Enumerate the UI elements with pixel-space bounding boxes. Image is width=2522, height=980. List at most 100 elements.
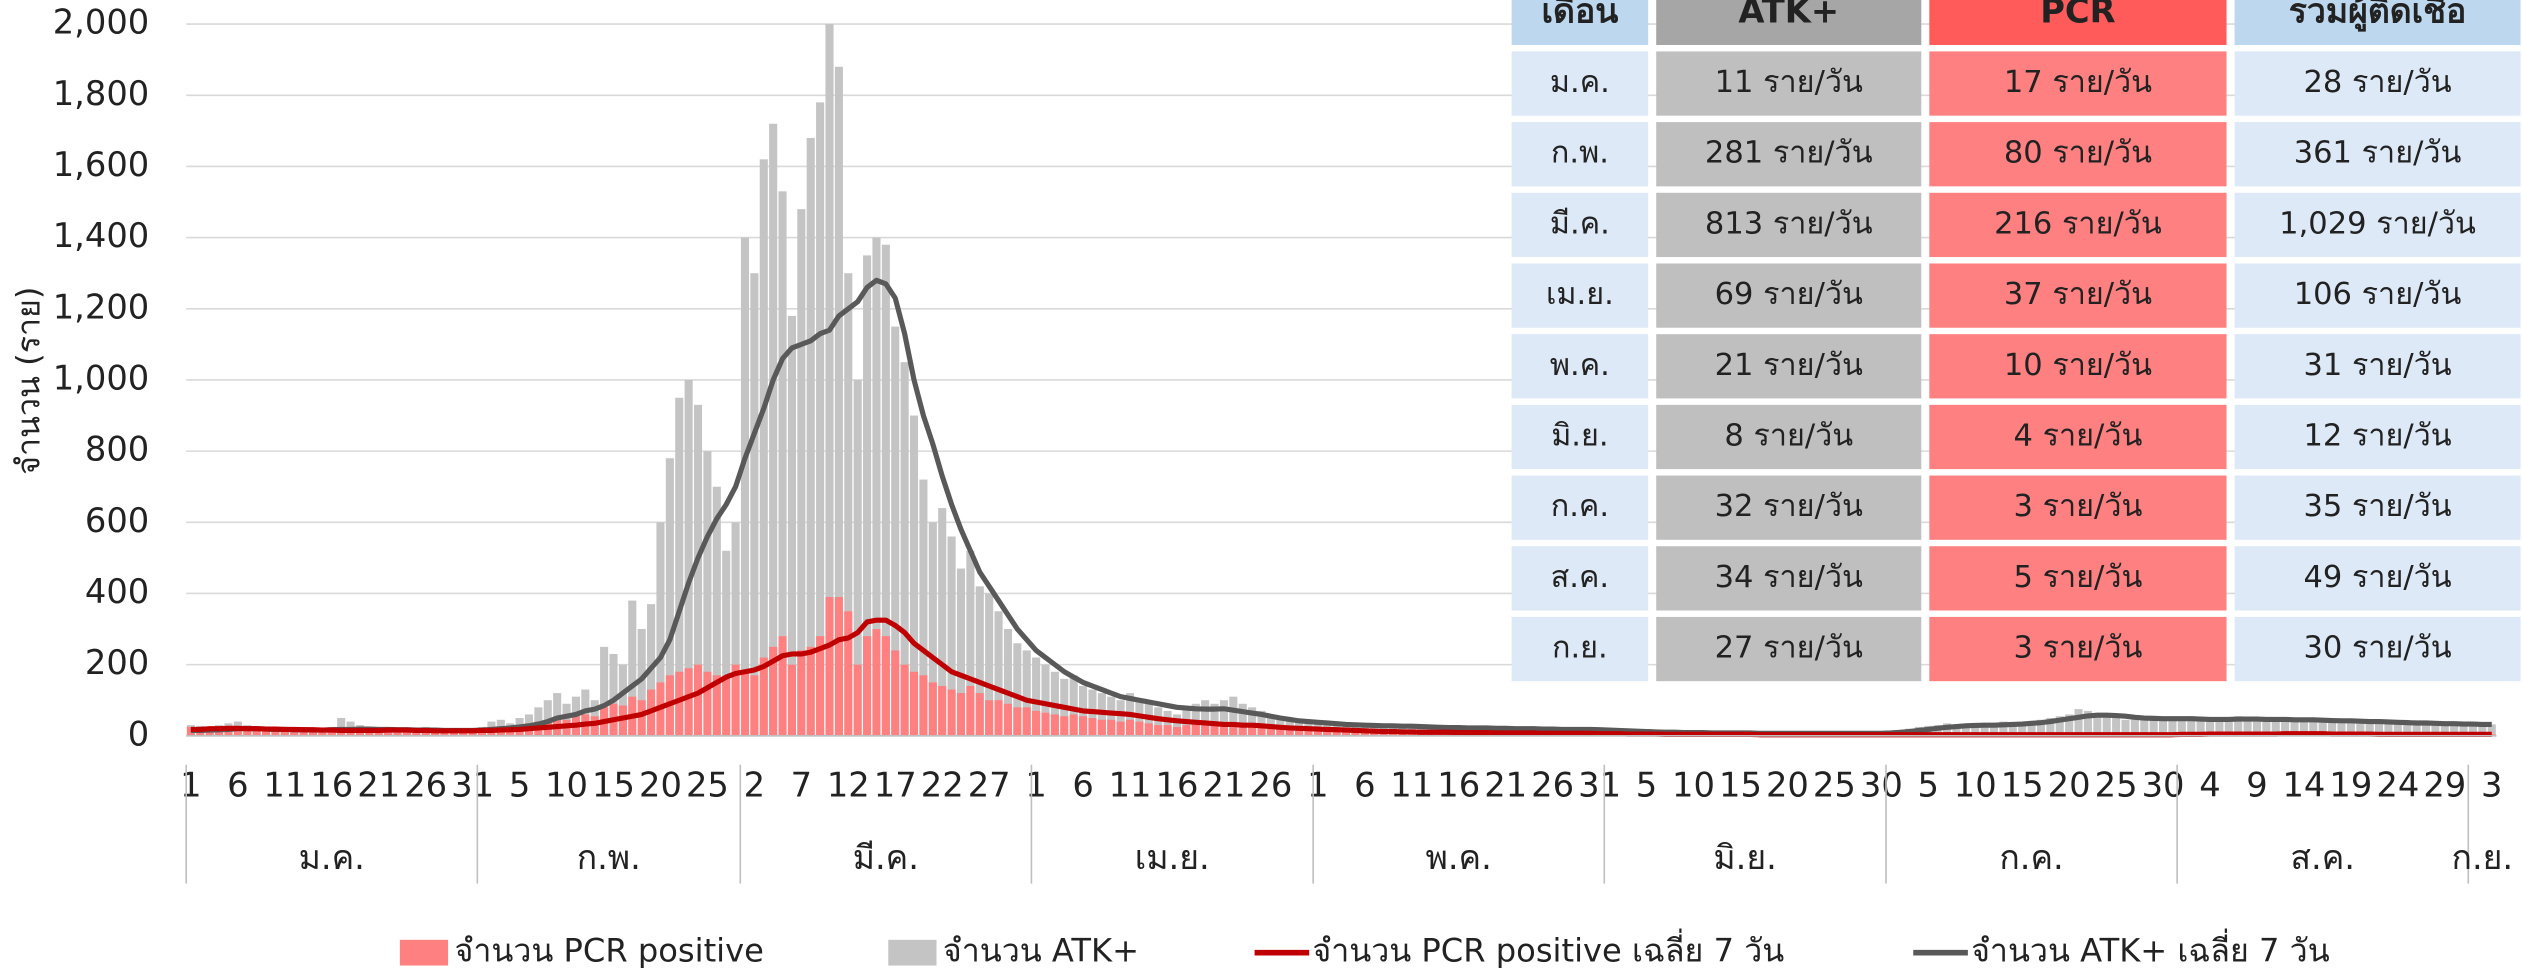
bar [402, 730, 411, 736]
table-header-cell [1929, 0, 2227, 45]
x-tick-label: 16 [310, 766, 353, 805]
bar [2046, 718, 2055, 736]
legend-swatch [888, 939, 937, 966]
bar [2130, 718, 2139, 736]
x-tick-label: 10 [1672, 766, 1715, 805]
x-tick-label: 31 [1578, 766, 1621, 805]
x-tick-label: 2 [744, 766, 765, 805]
bar [553, 693, 562, 736]
table-cell [1656, 122, 1922, 187]
bar [863, 255, 872, 736]
x-tick-label: 9 [2246, 766, 2267, 805]
bar [2346, 721, 2355, 736]
bar [2234, 716, 2243, 736]
bar [2074, 709, 2083, 736]
bar [919, 479, 928, 736]
bar [2487, 724, 2496, 736]
bar [778, 636, 787, 736]
bar [2365, 721, 2374, 736]
bar [844, 273, 853, 736]
bar [956, 568, 966, 736]
x-tick-label: 1 [1025, 766, 1046, 805]
bar [1107, 719, 1116, 736]
bar [1013, 643, 1022, 736]
month-label: ก.ย. [2452, 838, 2514, 877]
bar [271, 730, 280, 736]
bar [215, 729, 224, 736]
bar [703, 671, 712, 736]
legend-label: จำนวน ATK+ เฉลี่ย 7 วัน [1971, 929, 2330, 970]
bar [280, 728, 289, 736]
bar [233, 726, 242, 736]
bar [872, 237, 881, 736]
x-tick-label: 1 [1307, 766, 1328, 805]
bar [2309, 718, 2318, 736]
table-cell [1929, 122, 2227, 187]
bar [1154, 707, 1163, 736]
table-header-cell [2234, 0, 2521, 45]
x-tick-label: 5 [1636, 766, 1657, 805]
bar [1266, 727, 1275, 736]
table-cell [1929, 192, 2227, 258]
bar [759, 159, 768, 736]
x-tick-label: 6 [1354, 766, 1375, 805]
x-tick-label: 16 [1437, 766, 1480, 805]
table-cell-text: 32 ราย/วัน [1715, 489, 1863, 524]
bar [327, 730, 336, 736]
bar [1069, 714, 1078, 736]
bar [1248, 707, 1257, 736]
bar [947, 689, 956, 736]
bar [994, 611, 1003, 736]
table-cell-text: 11 ราย/วัน [1715, 65, 1863, 100]
bar [2093, 714, 2102, 736]
bar [1144, 723, 1153, 736]
bar [1219, 700, 1228, 736]
table-cell [1656, 263, 1922, 328]
bar [1069, 675, 1078, 736]
table-cell [1929, 546, 2227, 611]
bar [1229, 723, 1238, 736]
table-cell-text: 216 ราย/วัน [1994, 206, 2162, 241]
x-tick-label: 29 [2423, 766, 2466, 805]
bar [797, 209, 806, 736]
x-tick-label: 6 [1072, 766, 1093, 805]
table-cell-text: 3 ราย/วัน [2014, 489, 2143, 524]
bar [618, 705, 627, 736]
x-tick-label: 25 [2095, 766, 2138, 805]
x-tick-label: 20 [639, 766, 682, 805]
bar [759, 657, 768, 736]
bar [1980, 725, 1989, 736]
bar [1032, 710, 1041, 736]
table-cell-text: 37 ราย/วัน [2004, 277, 2152, 312]
bar [355, 731, 364, 736]
bar [2008, 723, 2017, 736]
bar [2440, 725, 2449, 736]
bar [806, 646, 815, 736]
bar [318, 730, 327, 736]
y-axis-label: จำนวน (ราย) [9, 287, 47, 475]
table-cell-text: มี.ค. [1550, 206, 1610, 241]
table-header: รวมผู้ติดเชื้อ [2289, 0, 2467, 32]
bar [1285, 728, 1294, 736]
bar [2140, 716, 2149, 736]
table-cell-text: 28 ราย/วัน [2303, 65, 2451, 100]
x-tick-label: 26 [404, 766, 447, 805]
bar [656, 522, 665, 736]
legend-swatch [399, 939, 449, 966]
x-tick-label: 17 [874, 766, 917, 805]
bar [1191, 723, 1200, 736]
month-label: มิ.ย. [1713, 838, 1776, 877]
table-cell [1511, 263, 1649, 328]
table-cell [1511, 192, 1649, 258]
table-cell-text: ก.ย. [1552, 631, 1608, 666]
bar [1163, 725, 1172, 736]
bar [2252, 721, 2262, 736]
x-tick-label: 5 [1918, 766, 1939, 805]
bar [975, 586, 984, 736]
bar [816, 636, 825, 736]
bar [2468, 725, 2478, 736]
x-tick-label: 15 [592, 766, 635, 805]
bar [909, 671, 919, 736]
table-cell-text: 31 ราย/วัน [2303, 348, 2451, 383]
table-cell [1511, 51, 1649, 116]
